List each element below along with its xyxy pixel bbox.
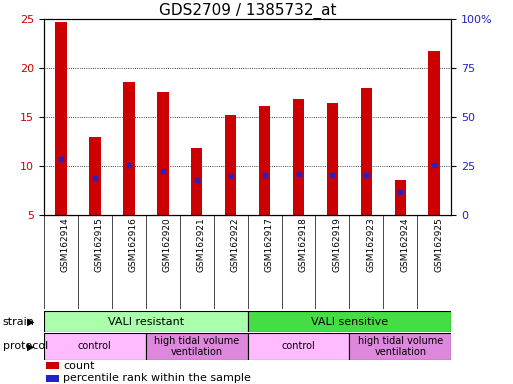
Bar [55,22,67,215]
Text: GSM162924: GSM162924 [401,217,409,271]
Bar [44,311,247,332]
Bar [191,149,203,215]
Bar [225,115,236,215]
Text: GSM162914: GSM162914 [61,217,70,271]
Text: GSM162917: GSM162917 [265,217,273,272]
Text: GSM162923: GSM162923 [366,217,376,271]
Text: control: control [282,341,315,351]
Bar [428,51,440,215]
Bar [292,99,304,215]
Bar [394,180,406,215]
Text: GSM162925: GSM162925 [435,217,443,271]
Bar [156,92,168,215]
Text: VALI resistant: VALI resistant [108,316,184,327]
Text: ▶: ▶ [27,341,34,351]
Bar [146,333,247,360]
Title: GDS2709 / 1385732_at: GDS2709 / 1385732_at [159,3,337,19]
Bar [44,333,146,360]
Text: GSM162918: GSM162918 [299,217,307,272]
Bar [327,103,339,215]
Text: protocol: protocol [3,341,48,351]
Bar [361,88,372,215]
Text: GSM162920: GSM162920 [163,217,171,271]
Text: GSM162919: GSM162919 [332,217,342,272]
Text: GSM162921: GSM162921 [196,217,206,271]
Bar [123,82,134,215]
Text: count: count [63,361,94,371]
Text: GSM162922: GSM162922 [230,217,240,271]
Text: control: control [77,341,111,351]
Text: ▶: ▶ [27,316,34,327]
Bar [89,137,101,215]
Text: strain: strain [3,316,34,327]
Bar [247,311,451,332]
Bar [349,333,451,360]
Text: VALI sensitive: VALI sensitive [311,316,388,327]
Text: GSM162915: GSM162915 [94,217,104,272]
Text: GSM162916: GSM162916 [129,217,137,272]
Text: high tidal volume
ventilation: high tidal volume ventilation [358,336,443,357]
Bar [247,333,349,360]
Bar [259,106,270,215]
Text: high tidal volume
ventilation: high tidal volume ventilation [154,336,239,357]
Text: percentile rank within the sample: percentile rank within the sample [63,373,251,383]
